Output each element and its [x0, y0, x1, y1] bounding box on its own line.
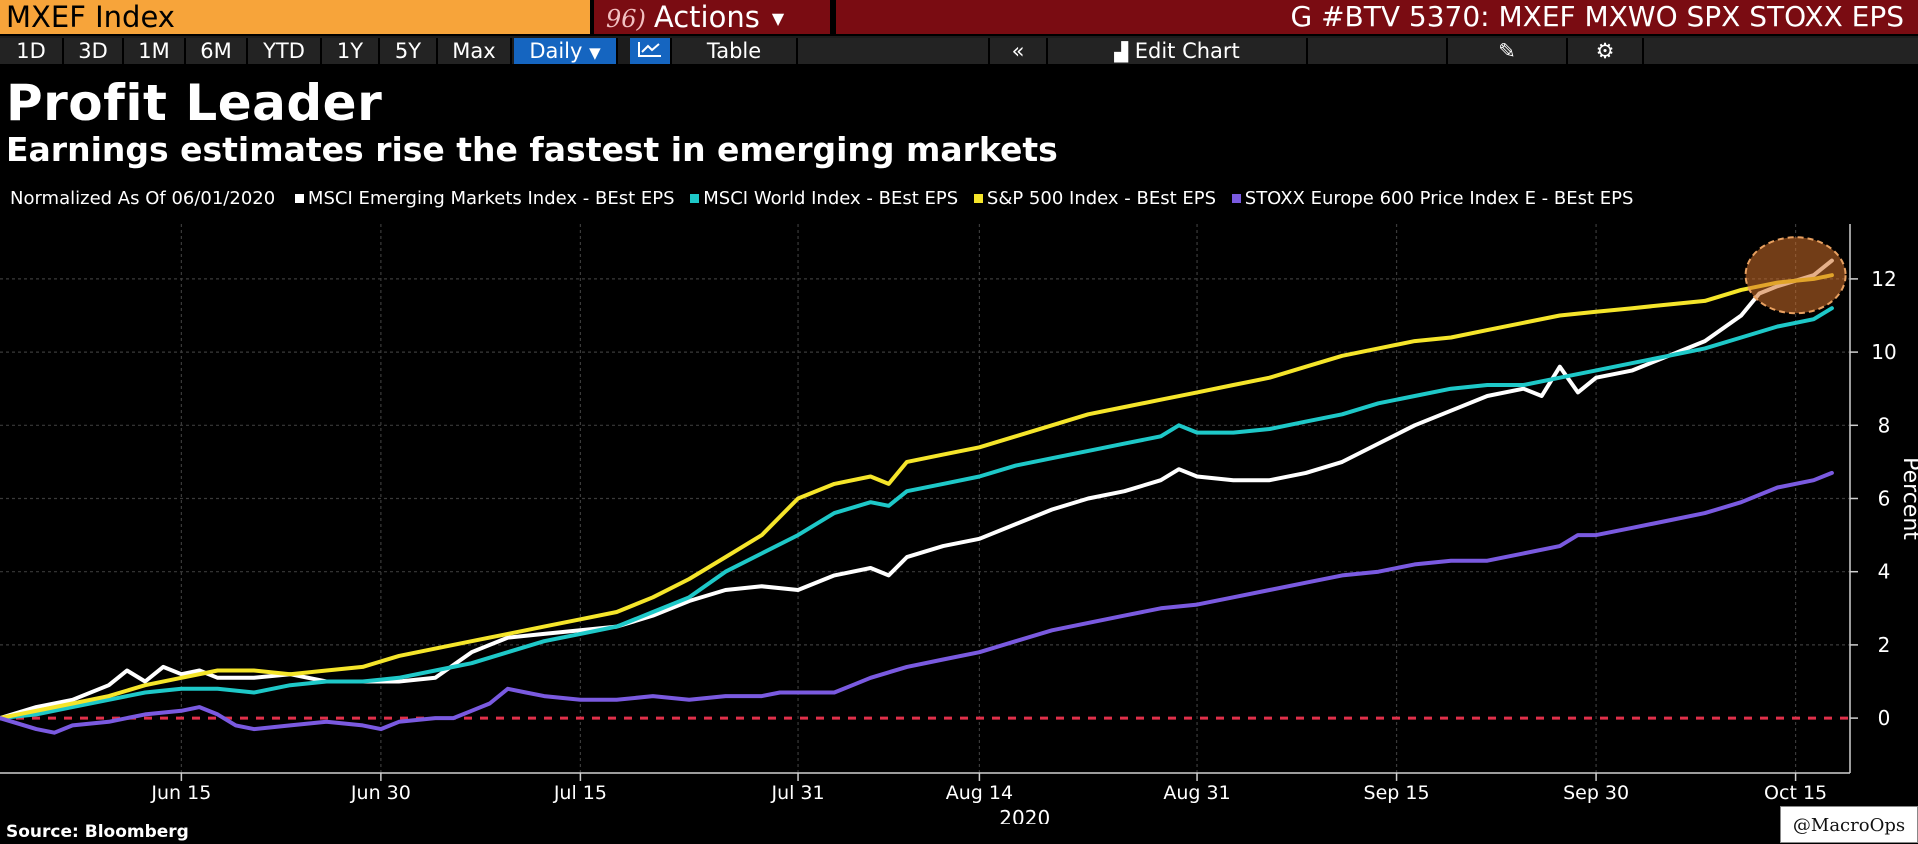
range-1m-button[interactable]: 1M: [124, 38, 186, 64]
y-axis-label: Percent: [1898, 457, 1918, 540]
series-line-2: [0, 273, 1834, 721]
toolbar-spacer-2: [1308, 38, 1448, 64]
actions-shortcut: 96): [606, 5, 646, 33]
range-6m-button[interactable]: 6M: [186, 38, 248, 64]
range-1d-button[interactable]: 1D: [0, 38, 64, 64]
legend-swatch-world: [690, 194, 700, 203]
series-line-3: [0, 470, 1834, 735]
series-line-1: [0, 306, 1834, 721]
x-tick-label-3: Jul 31: [770, 782, 824, 804]
chart-subtitle: Earnings estimates rise the fastest in e…: [6, 130, 1058, 169]
y-tick-label-3: 6: [1878, 487, 1891, 511]
toolbar-spacer-3: [1644, 38, 1918, 64]
edit-chart-button[interactable]: ▟ Edit Chart: [1048, 38, 1308, 64]
frequency-dropdown[interactable]: Daily ▼: [514, 38, 618, 64]
range-ytd-button[interactable]: YTD: [248, 38, 322, 64]
y-tick-label-2: 4: [1878, 560, 1891, 584]
frequency-label: Daily: [529, 39, 583, 63]
range-1y-button[interactable]: 1Y: [322, 38, 380, 64]
y-tick-label-0: 0: [1878, 706, 1891, 730]
legend-label-stoxx: STOXX Europe 600 Price Index E - BEst EP…: [1244, 188, 1634, 209]
legend-swatch-spx: [973, 194, 983, 203]
y-tick-label-6: 12: [1871, 267, 1896, 291]
range-max-button[interactable]: Max: [438, 38, 512, 64]
legend-label-em: MSCI Emerging Markets Index - BEst EPS: [307, 188, 675, 209]
command-line[interactable]: G #BTV 5370: MXEF MXWO SPX STOXX EPS: [836, 0, 1918, 34]
x-tick-label-2: Jul 15: [553, 782, 607, 804]
line-chart-glyph: [638, 42, 661, 57]
table-button[interactable]: Table: [672, 38, 798, 64]
range-5y-button[interactable]: 5Y: [380, 38, 438, 64]
line-chart-icon[interactable]: [630, 38, 672, 64]
x-axis-label: 2020: [999, 806, 1050, 824]
annotate-icon[interactable]: ✎: [1448, 38, 1568, 64]
x-tick-label-0: Jun 15: [150, 782, 211, 804]
x-tick-label-7: Sep 30: [1563, 782, 1629, 804]
highlight-circle: [1744, 236, 1847, 315]
toolbar-spacer: [798, 38, 990, 64]
x-tick-label-4: Aug 14: [946, 782, 1013, 804]
legend-label-world: MSCI World Index - BEst EPS: [703, 188, 959, 209]
security-field[interactable]: MXEF Index: [0, 0, 590, 34]
watermark: @MacroOps: [1780, 806, 1918, 843]
chart-title: Profit Leader: [6, 74, 383, 132]
legend-swatch-stoxx: [1231, 194, 1241, 203]
range-3d-button[interactable]: 3D: [64, 38, 124, 64]
edit-chart-icon: ▟: [1114, 42, 1129, 63]
legend-label-spx: S&P 500 Index - BEst EPS: [986, 188, 1217, 209]
y-tick-label-5: 10: [1871, 340, 1896, 364]
settings-gear-icon[interactable]: ⚙: [1568, 38, 1644, 64]
normalization-label: Normalized As Of 06/01/2020: [10, 188, 276, 209]
collapse-icon[interactable]: «: [990, 38, 1048, 64]
y-tick-label-4: 8: [1878, 413, 1891, 437]
x-tick-label-8: Oct 15: [1764, 782, 1827, 804]
line-chart: Jun 15 Jun 30 Jul 15 Jul 31 Aug 14 Aug 31 Sep …: [0, 224, 1918, 824]
y-tick-label-1: 2: [1878, 633, 1891, 657]
actions-menu[interactable]: 96) Actions ▼: [594, 0, 830, 34]
x-tick-label-1: Jun 30: [350, 782, 411, 804]
actions-label: Actions: [653, 0, 760, 34]
caret-down-icon: ▼: [589, 44, 601, 62]
edit-chart-label: Edit Chart: [1134, 39, 1240, 63]
source-note: Source: Bloomberg: [6, 822, 189, 842]
chart-legend: Normalized As Of 06/01/2020 MSCI Emergin…: [10, 188, 1633, 209]
chevron-down-icon: ▼: [771, 9, 785, 28]
x-tick-label-6: Sep 15: [1364, 782, 1430, 804]
legend-swatch-em: [294, 194, 304, 203]
x-tick-label-5: Aug 31: [1163, 782, 1230, 804]
series-line-0: [0, 258, 1834, 721]
